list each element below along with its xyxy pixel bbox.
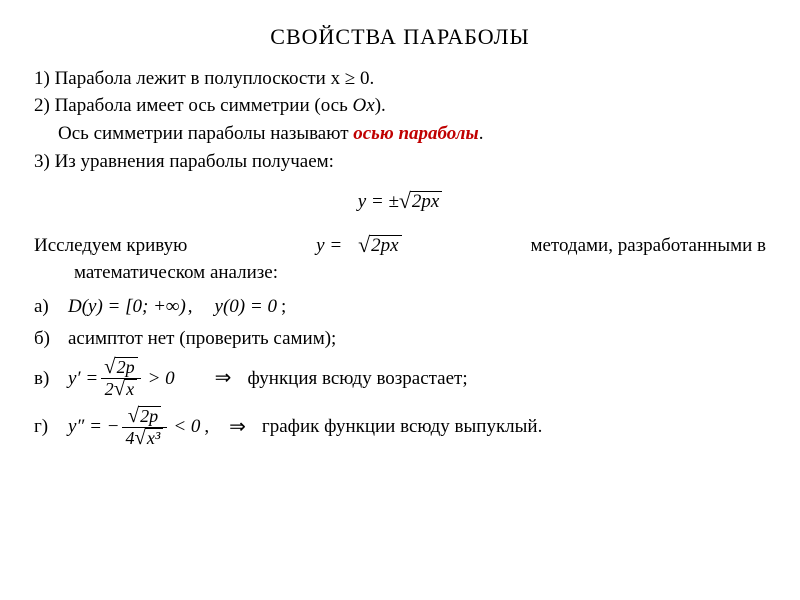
item-a-comma: , — [188, 294, 193, 320]
study-line2: математическом анализе: — [34, 260, 766, 286]
item-c-label: в) — [34, 366, 68, 392]
p2-text-b: ). — [375, 95, 386, 116]
d-lt: < 0 — [173, 414, 200, 440]
item-c-eq: y′ = √ 2p 2 √ x > 0 — [68, 357, 175, 400]
item-d-label: г) — [34, 414, 68, 440]
eq1-sqrt: √ 2px — [399, 191, 442, 213]
item-a: а) D(y) = [0; +∞) , y(0) = 0 ; — [34, 294, 766, 320]
page: СВОЙСТВА ПАРАБОЛЫ 1) Парабола лежит в по… — [0, 0, 800, 465]
p2c-b: . — [479, 123, 484, 144]
item-d-eq: y″ = − √ 2p 4 √ x³ < 0 — [68, 406, 200, 449]
item-a-semi: ; — [281, 294, 286, 320]
item-b: б) асимптот нет (проверить самим); — [34, 326, 766, 352]
d-frac: √ 2p 4 √ x³ — [122, 406, 168, 449]
p2-text-a: 2) Парабола имеет ось симметрии (ось — [34, 95, 353, 116]
p2c-a: Ось симметрии параболы называют — [58, 123, 353, 144]
d-comma: , — [204, 414, 209, 440]
item-a-label: а) — [34, 294, 68, 320]
eq1-lhs: y = ± — [358, 189, 399, 215]
axis-highlight: осью параболы — [353, 123, 479, 144]
equation-1: y = ± √ 2px — [34, 188, 766, 214]
d-text: график функции всюду выпуклый. — [262, 414, 542, 440]
implies-icon: ⇒ — [229, 414, 246, 441]
study-b: методами, разработанными в — [530, 233, 766, 259]
item-b-text: асимптот нет (проверить самим); — [68, 326, 336, 352]
property-3: 3) Из уравнения параболы получаем: — [34, 149, 766, 175]
study-eq-lhs: y = — [316, 233, 342, 259]
implies-icon: ⇒ — [215, 365, 232, 392]
study-line1: Исследуем кривую y = √ 2px методами, раз… — [34, 233, 766, 259]
eq1-radicand: 2px — [410, 191, 442, 213]
item-d: г) y″ = − √ 2p 4 √ x³ < 0 , — [34, 406, 766, 449]
study-eq: y = √ 2px — [316, 233, 401, 259]
c-y: y′ = — [68, 366, 98, 392]
study-a: Исследуем кривую — [34, 233, 187, 259]
page-title: СВОЙСТВА ПАРАБОЛЫ — [34, 22, 766, 52]
c-text: функция всюду возрастает; — [247, 366, 467, 392]
d-den-rad: x³ — [145, 428, 163, 449]
c-gt: > 0 — [148, 366, 175, 392]
c-num-rad: 2p — [115, 357, 138, 378]
item-a-y0: y(0) = 0 — [215, 294, 277, 320]
property-1: 1) Парабола лежит в полуплоскости x ≥ 0. — [34, 66, 766, 92]
c-frac: √ 2p 2 √ x — [100, 357, 141, 400]
item-a-dy: D(y) = [0; +∞) — [68, 294, 186, 320]
d-den-coef: 4 — [126, 428, 135, 448]
property-2-line1: 2) Парабола имеет ось симметрии (ось Ox)… — [34, 93, 766, 119]
p2-ox: Ox — [353, 95, 375, 116]
c-den-rad: x — [124, 379, 137, 400]
d-y: y″ = − — [68, 414, 120, 440]
study-eq-rad: 2px — [369, 235, 401, 257]
property-2-line2: Ось симметрии параболы называют осью пар… — [34, 121, 766, 147]
d-num-rad: 2p — [138, 406, 161, 427]
item-b-label: б) — [34, 326, 68, 352]
item-c: в) y′ = √ 2p 2 √ x > 0 ⇒ — [34, 357, 766, 400]
c-den-coef: 2 — [105, 379, 114, 399]
